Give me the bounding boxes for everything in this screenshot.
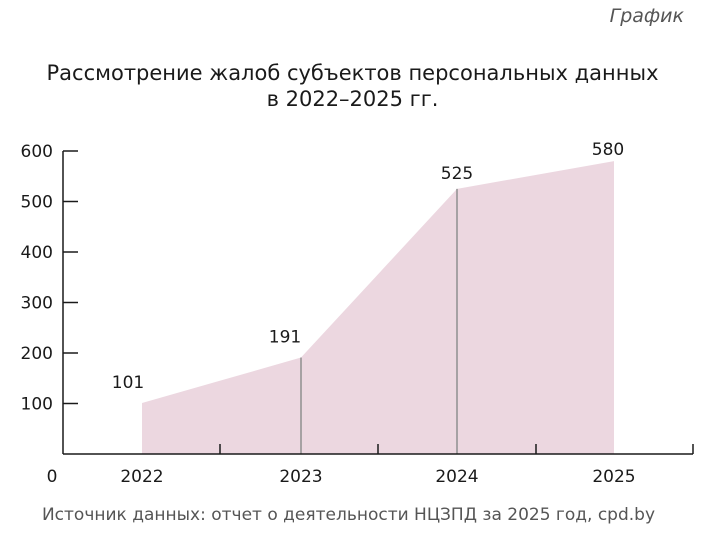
data-label-2022: 101: [112, 373, 144, 393]
y-tick-label-200: 200: [21, 344, 53, 364]
x-tick-label-2025: 2025: [592, 467, 635, 487]
chart-title: Рассмотрение жалоб субъектов персональны…: [46, 61, 659, 85]
chart-title-block: Рассмотрение жалоб субъектов персональны…: [0, 60, 705, 112]
area-series: [142, 161, 614, 454]
data-label-2023: 191: [269, 328, 301, 348]
data-label-2025: 580: [592, 140, 624, 160]
y-tick-label-400: 400: [21, 243, 53, 263]
x-tick-label-2023: 2023: [279, 467, 322, 487]
x-tick-label-2022: 2022: [120, 467, 163, 487]
x-tick-label-2024: 2024: [435, 467, 478, 487]
data-label-2024: 525: [441, 164, 473, 184]
y-tick-label-100: 100: [21, 395, 53, 415]
y-tick-label-300: 300: [21, 294, 53, 314]
y-tick-label-600: 600: [21, 142, 53, 162]
chart-subtitle: в 2022–2025 гг.: [266, 87, 439, 111]
corner-label: График: [609, 5, 684, 27]
y-tick-label-500: 500: [21, 193, 53, 213]
origin-label: 0: [47, 467, 58, 487]
source-note: Источник данных: отчет о деятельности НЦ…: [41, 505, 656, 525]
